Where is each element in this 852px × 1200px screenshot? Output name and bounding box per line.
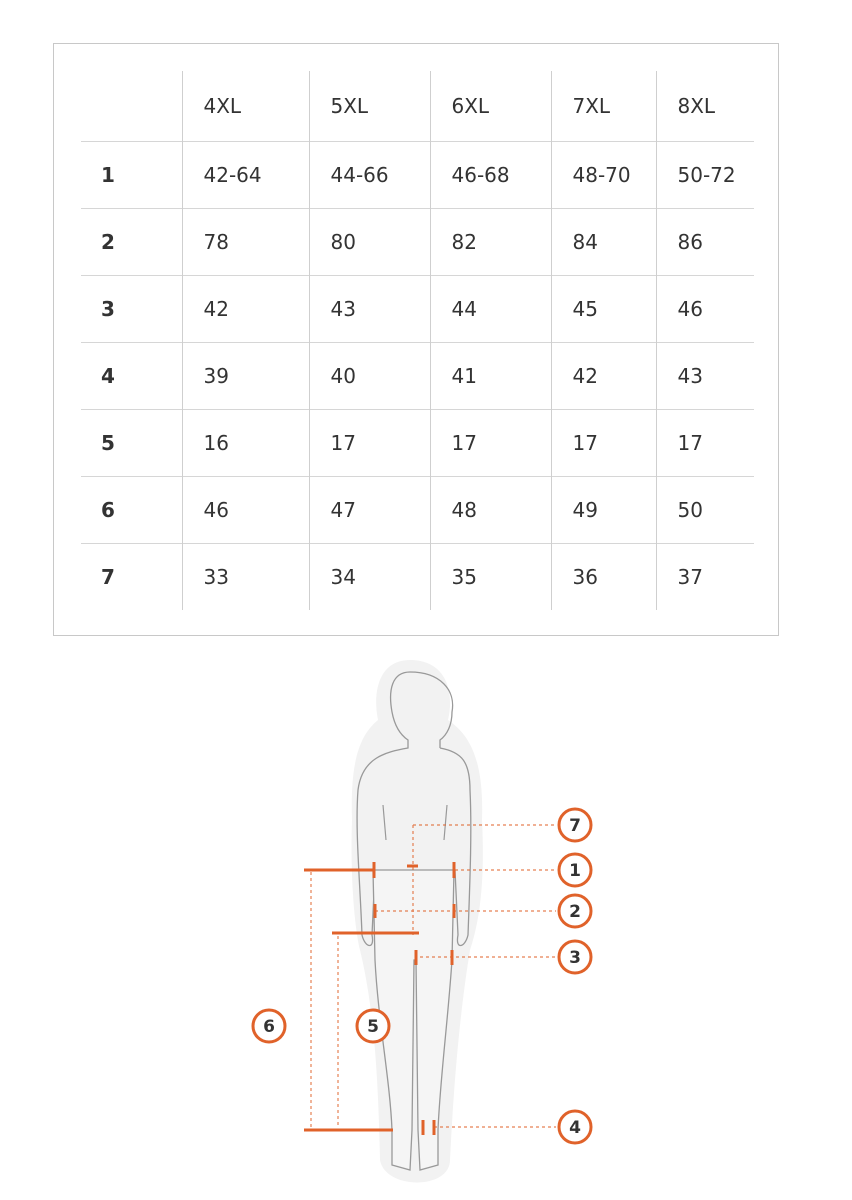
marker-circle xyxy=(557,852,593,888)
table-row: 1 42-64 44-66 46-68 48-70 50-72 xyxy=(81,140,754,208)
row-label: 4 xyxy=(81,341,182,409)
table-cell: 34 xyxy=(308,542,430,610)
table-cell: 50 xyxy=(655,475,754,543)
marker-1: 1 xyxy=(557,852,593,888)
table-cell: 80 xyxy=(308,207,430,275)
marker-circle xyxy=(557,893,593,929)
table-cell: 42 xyxy=(550,341,656,409)
table-cell: 82 xyxy=(429,207,551,275)
marker-2: 2 xyxy=(557,893,593,929)
table-cell: 43 xyxy=(655,341,754,409)
table-cell: 42 xyxy=(181,274,309,342)
table-cell: 17 xyxy=(429,408,551,476)
marker-label: 6 xyxy=(263,1017,275,1037)
column-header: 7XL xyxy=(550,71,656,141)
table-cell: 46-68 xyxy=(429,140,551,208)
table-cell: 44 xyxy=(429,274,551,342)
marker-label: 4 xyxy=(569,1118,581,1138)
table-cell: 46 xyxy=(181,475,309,543)
table-cell: 48-70 xyxy=(550,140,656,208)
column-header: 6XL xyxy=(429,71,551,141)
marker-circle xyxy=(251,1008,287,1044)
row-label: 3 xyxy=(81,274,182,342)
marker-label: 7 xyxy=(569,816,581,836)
table-cell: 39 xyxy=(181,341,309,409)
size-table-container: 4XL 5XL 6XL 7XL 8XL 1 42-64 44-66 46-68 48-7… xyxy=(53,43,779,636)
table-cell: 47 xyxy=(308,475,430,543)
table-cell: 78 xyxy=(181,207,309,275)
table-cell: 36 xyxy=(550,542,656,610)
table-cell: 42-64 xyxy=(181,140,309,208)
column-header: 8XL xyxy=(655,71,754,141)
table-cell: 16 xyxy=(181,408,309,476)
table-cell: 46 xyxy=(655,274,754,342)
column-header xyxy=(81,71,182,141)
table-cell: 44-66 xyxy=(308,140,430,208)
table-cell: 86 xyxy=(655,207,754,275)
table-cell: 43 xyxy=(308,274,430,342)
marker-3: 3 xyxy=(557,939,593,975)
measurement-diagram: 7 1 2 3 6 5 4 xyxy=(251,660,593,1183)
table-cell: 49 xyxy=(550,475,656,543)
marker-7: 7 xyxy=(557,807,593,843)
table-cell: 50-72 xyxy=(655,140,754,208)
body-silhouette xyxy=(351,660,483,1183)
marker-circle xyxy=(355,1008,391,1044)
table-cell: 33 xyxy=(181,542,309,610)
marker-4: 4 xyxy=(557,1109,593,1145)
table-row: 7 33 34 35 36 37 xyxy=(81,542,754,610)
table-row: 4 39 40 41 42 43 xyxy=(81,341,754,409)
table-row: 5 16 17 17 17 17 xyxy=(81,408,754,476)
row-label: 7 xyxy=(81,542,182,610)
marker-circle xyxy=(557,807,593,843)
table-cell: 35 xyxy=(429,542,551,610)
column-header: 4XL xyxy=(181,71,309,141)
table-cell: 17 xyxy=(655,408,754,476)
marker-5: 5 xyxy=(355,1008,391,1044)
table-cell: 41 xyxy=(429,341,551,409)
table-cell: 45 xyxy=(550,274,656,342)
marker-label: 2 xyxy=(569,902,581,922)
table-cell: 48 xyxy=(429,475,551,543)
marker-label: 3 xyxy=(569,948,581,968)
size-table: 4XL 5XL 6XL 7XL 8XL 1 42-64 44-66 46-68 48-7… xyxy=(81,71,754,610)
table-row: 2 78 80 82 84 86 xyxy=(81,207,754,275)
table-cell: 84 xyxy=(550,207,656,275)
table-row: 3 42 43 44 45 46 xyxy=(81,274,754,342)
marker-label: 5 xyxy=(367,1017,379,1037)
row-label: 6 xyxy=(81,475,182,543)
measurement-markers: 7 1 2 3 6 5 4 xyxy=(251,807,593,1145)
table-header-row: 4XL 5XL 6XL 7XL 8XL xyxy=(81,71,754,141)
table-cell: 37 xyxy=(655,542,754,610)
marker-label: 1 xyxy=(569,861,581,881)
marker-6: 6 xyxy=(251,1008,287,1044)
row-label: 2 xyxy=(81,207,182,275)
table-cell: 40 xyxy=(308,341,430,409)
marker-circle xyxy=(557,1109,593,1145)
row-label: 1 xyxy=(81,140,182,208)
measurement-lines xyxy=(304,824,556,1135)
table-row: 6 46 47 48 49 50 xyxy=(81,475,754,543)
row-label: 5 xyxy=(81,408,182,476)
column-header: 5XL xyxy=(308,71,430,141)
marker-circle xyxy=(557,939,593,975)
table-cell: 17 xyxy=(550,408,656,476)
table-cell: 17 xyxy=(308,408,430,476)
